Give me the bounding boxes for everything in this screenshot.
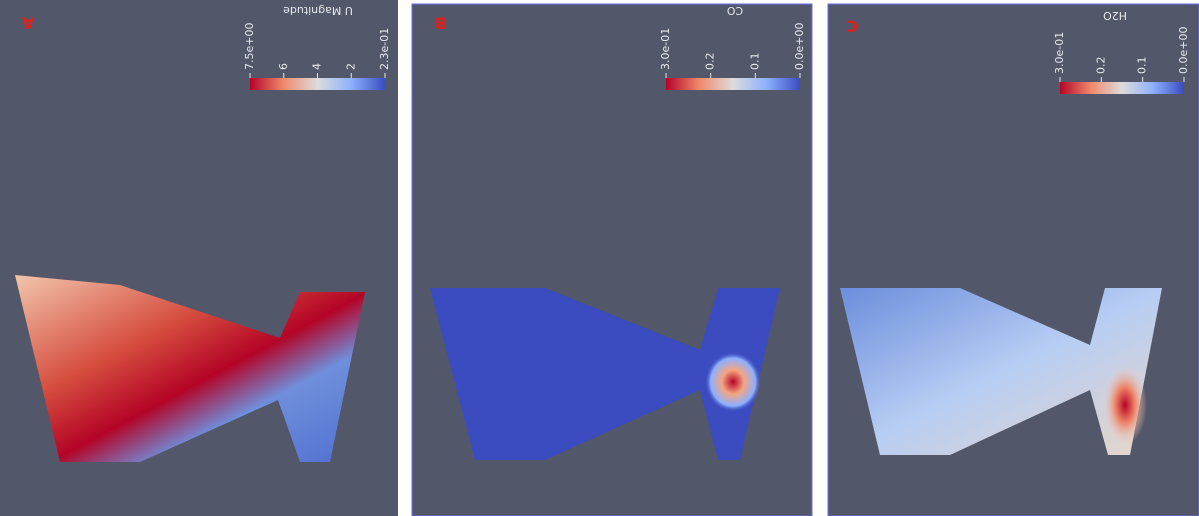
colorbar-tick-label: 2 (344, 63, 357, 70)
hotspot (705, 352, 761, 412)
hotspot (1103, 365, 1147, 445)
colorbar-tick-label: 4 (311, 63, 324, 70)
colorbar (1060, 82, 1184, 94)
panel-letter: A (21, 14, 34, 33)
colorbar-tick-label: 0.2 (1094, 57, 1107, 75)
panel-letter: B (434, 14, 446, 33)
colorbar (250, 78, 385, 90)
colorbar-tick-label: 6 (277, 63, 290, 70)
colorbar-title: CO (726, 4, 743, 17)
colorbar-title: U Magnitude (283, 4, 353, 17)
colorbar-tick-label: 3.0e-01 (659, 28, 672, 70)
colorbar-tick-label: 7.5e+00 (243, 23, 256, 70)
colorbar-tick-label: 0.1 (748, 53, 761, 71)
colorbar-tick-label: 2.3e-01 (378, 28, 391, 70)
colorbar-tick-label: 0.2 (704, 53, 717, 71)
colorbar-tick-label: 3.0e-01 (1053, 32, 1066, 74)
colorbar-tick-label: 0.0e+00 (793, 23, 806, 70)
field-a (15, 275, 365, 462)
field-c (840, 288, 1162, 455)
field-b (430, 288, 780, 460)
colorbar (666, 78, 800, 90)
colorbar-tick-label: 0.0e+00 (1177, 27, 1190, 74)
panel-letter: C (846, 17, 858, 36)
colorbar-title: H2O (1103, 9, 1127, 22)
colorbar-tick-label: 0.1 (1136, 57, 1149, 75)
